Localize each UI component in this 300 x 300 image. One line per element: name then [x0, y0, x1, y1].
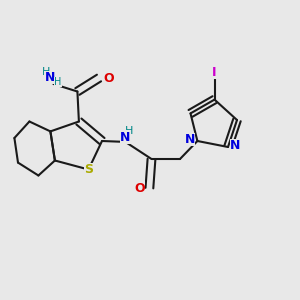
Text: N: N	[120, 130, 130, 144]
Text: N: N	[45, 71, 55, 84]
Text: N: N	[185, 133, 195, 146]
Text: H: H	[54, 77, 61, 87]
Text: S: S	[84, 163, 93, 176]
Text: O: O	[134, 182, 145, 195]
Text: N: N	[230, 139, 241, 152]
Text: H: H	[42, 67, 50, 77]
Text: H: H	[125, 126, 133, 136]
Text: O: O	[103, 71, 114, 85]
Text: I: I	[212, 65, 217, 79]
